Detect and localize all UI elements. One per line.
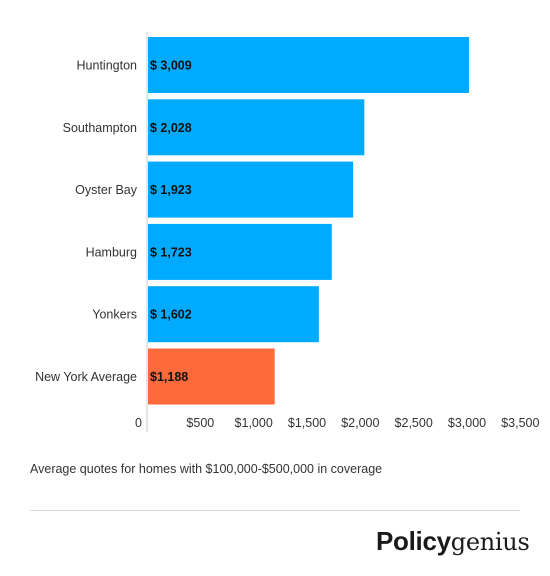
bar-new-york-average <box>148 348 275 405</box>
divider <box>30 510 520 511</box>
x-tick-label-1000: $1,000 <box>235 416 273 430</box>
x-tick-label-3000: $3,000 <box>448 416 486 430</box>
category-label-hamburg: Hamburg <box>86 245 137 259</box>
data-label-southampton: $ 2,028 <box>150 121 192 135</box>
data-label-yonkers: $ 1,602 <box>150 308 192 322</box>
category-label-southampton: Southampton <box>63 121 137 135</box>
category-label-oyster-bay: Oyster Bay <box>75 183 138 197</box>
bar-oyster-bay <box>148 161 354 218</box>
data-label-new-york-average: $1,188 <box>150 370 188 384</box>
x-tick-label-2000: $2,000 <box>341 416 379 430</box>
x-tick-label-0: 0 <box>135 416 142 430</box>
bar-chart: Huntington $ 3,009 Southampton $ 2,028 Oyste… <box>35 32 539 432</box>
bar-huntington <box>148 37 469 93</box>
policygenius-logo: Policygenius <box>376 526 530 562</box>
logo-text-genius: genius <box>450 528 530 556</box>
category-label-new-york-average: New York Average <box>35 370 137 384</box>
x-tick-label-1500: $1,500 <box>288 416 326 430</box>
category-label-yonkers: Yonkers <box>92 308 137 322</box>
x-tick-label-3500: $3,500 <box>501 416 539 430</box>
data-label-hamburg: $ 1,723 <box>150 245 192 259</box>
bar-yonkers <box>148 286 319 343</box>
category-label-huntington: Huntington <box>77 59 138 73</box>
bar-southampton <box>148 99 365 156</box>
x-tick-label-2500: $2,500 <box>395 416 433 430</box>
data-label-huntington: $ 3,009 <box>150 59 192 73</box>
chart-caption: Average quotes for homes with $100,000-$… <box>30 462 383 476</box>
data-label-oyster-bay: $ 1,923 <box>150 183 192 197</box>
bars: Huntington $ 3,009 Southampton $ 2,028 Oyste… <box>35 37 469 405</box>
x-tick-label-500: $500 <box>186 416 214 430</box>
logo-text-policy: Policy <box>376 526 451 556</box>
bar-hamburg <box>148 223 332 280</box>
x-axis-ticks: 0 $500 $1,000 $1,500 $2,000 $2,500 $3,000 $3,50… <box>135 416 539 430</box>
